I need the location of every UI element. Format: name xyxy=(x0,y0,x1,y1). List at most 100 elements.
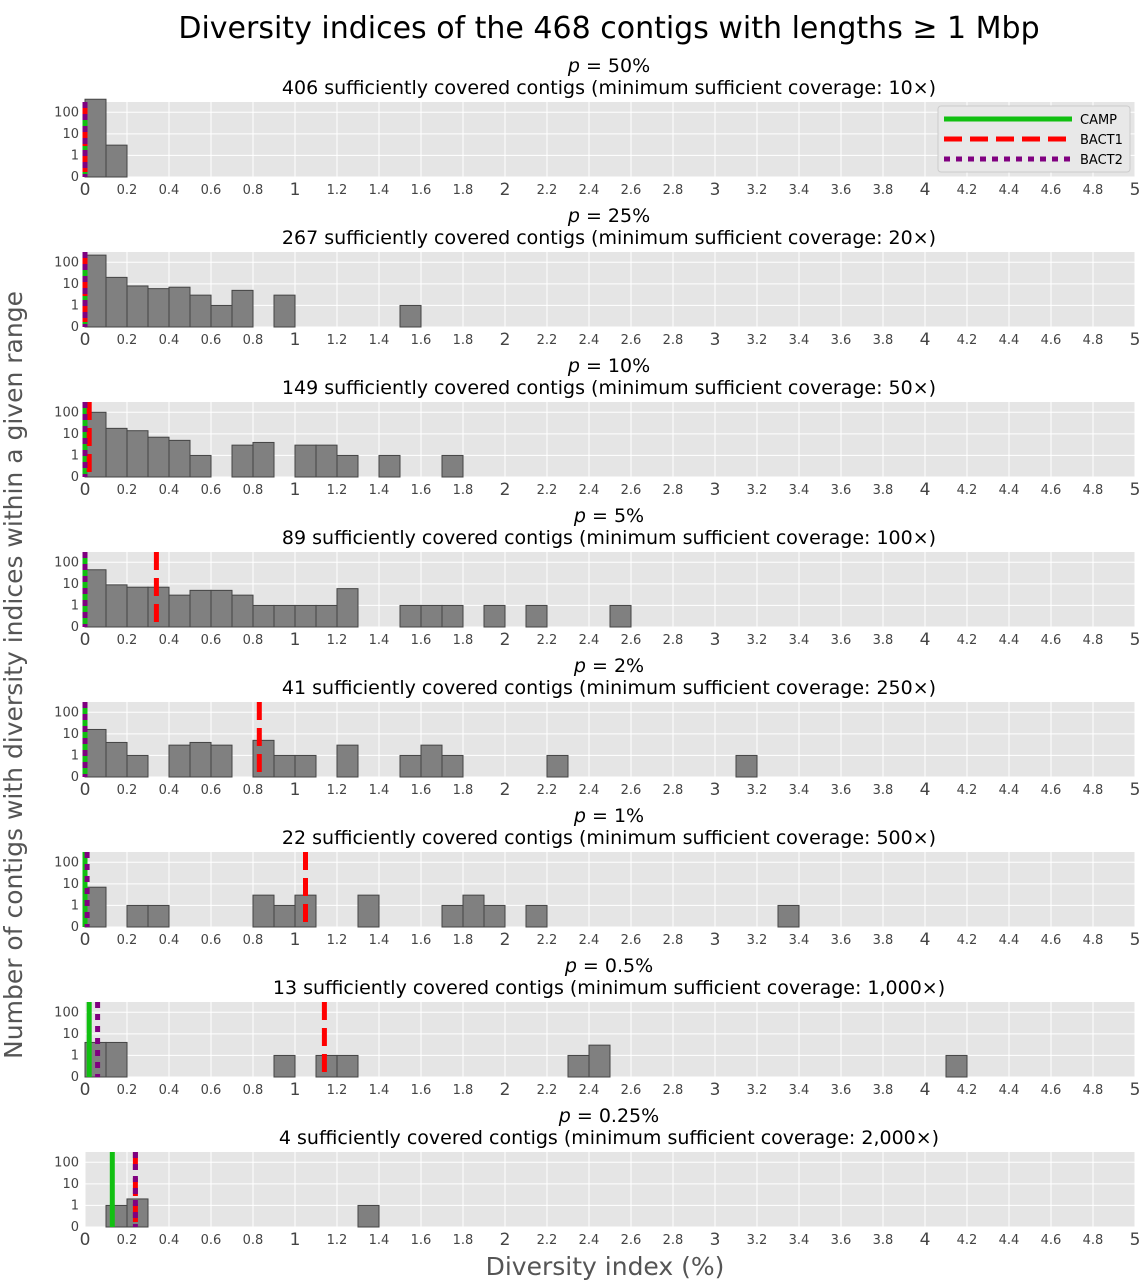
panel-3-xtick-0: 0 xyxy=(80,480,91,500)
panel-2-subtitle: 267 sufficiently covered contigs (minimu… xyxy=(282,227,936,249)
panel-2-p-symbol: p xyxy=(567,205,580,227)
panel-7-xtick-21: 4.2 xyxy=(957,1083,978,1098)
panel-1-xtick-2: 0.4 xyxy=(159,183,180,198)
panel-6-xtick-24: 4.8 xyxy=(1083,933,1104,948)
panel-2-xtick-9: 1.8 xyxy=(453,333,474,348)
panel-4-xtick-2: 0.4 xyxy=(159,633,180,648)
panel-4-xtick-11: 2.2 xyxy=(537,633,558,648)
panel-8-xtick-8: 1.6 xyxy=(411,1233,432,1248)
panel-5-xtick-4: 0.8 xyxy=(243,783,264,798)
panel-6-xtick-18: 3.6 xyxy=(831,933,852,948)
panel-2-xtick-4: 0.8 xyxy=(243,333,264,348)
panel-3-xtick-17: 3.4 xyxy=(789,483,810,498)
panel-3-xtick-7: 1.4 xyxy=(369,483,390,498)
panel-1-subtitle: 406 sufficiently covered contigs (minimu… xyxy=(282,77,936,99)
panel-5-bar-13 xyxy=(546,754,569,778)
panel-3-xtick-16: 3.2 xyxy=(747,483,768,498)
panel-4-bar-13 xyxy=(399,604,422,628)
panel-2-xtick-11: 2.2 xyxy=(537,333,558,348)
panel-5-xtick-9: 1.8 xyxy=(453,783,474,798)
panel-4-ytick-0: 0 xyxy=(71,620,79,635)
panel-7-xtick-5: 1 xyxy=(290,1080,301,1100)
panel-2-xtick-17: 3.4 xyxy=(789,333,810,348)
panel-2-xtick-15: 3 xyxy=(710,330,721,350)
panel-3-xtick-22: 4.4 xyxy=(999,483,1020,498)
panel-2-xtick-14: 2.8 xyxy=(663,333,684,348)
panel-7-xtick-13: 2.6 xyxy=(621,1083,642,1098)
panel-1-xtick-6: 1.2 xyxy=(327,183,348,198)
panel-6-xtick-8: 1.6 xyxy=(411,933,432,948)
panel-8-bar-2 xyxy=(357,1204,380,1228)
panel-6-bar-7 xyxy=(441,904,464,928)
panel-3-xtick-8: 1.6 xyxy=(411,483,432,498)
panel-3-bar-6 xyxy=(231,444,254,478)
panel-8-ytick-0: 0 xyxy=(71,1220,79,1235)
panel-1-xtick-5: 1 xyxy=(290,180,301,200)
panel-8-xtick-1: 0.2 xyxy=(117,1233,138,1248)
panel-4-xtick-14: 2.8 xyxy=(663,633,684,648)
panel-5-xtick-18: 3.6 xyxy=(831,783,852,798)
panel-2-xtick-18: 3.6 xyxy=(831,333,852,348)
panel-4-xtick-3: 0.6 xyxy=(201,633,222,648)
panel-6-xtick-19: 3.8 xyxy=(873,933,894,948)
panel-2-bar-1 xyxy=(105,276,128,328)
panels: p = 50%406 sufficiently covered contigs … xyxy=(54,55,1140,1250)
panel-2-xtick-21: 4.2 xyxy=(957,333,978,348)
panel-7-ytick-3: 100 xyxy=(54,1005,79,1020)
panel-7-bar-5 xyxy=(567,1054,590,1078)
panel-6-xtick-22: 4.4 xyxy=(999,933,1020,948)
panel-5-xtick-17: 3.4 xyxy=(789,783,810,798)
panel-4-p-title: p = 5% xyxy=(573,505,644,527)
legend-label-bact1: BACT1 xyxy=(1080,133,1123,148)
panel-4-bar-2 xyxy=(126,586,149,628)
panel-6-ytick-2: 10 xyxy=(62,877,79,892)
panel-6-xtick-9: 1.8 xyxy=(453,933,474,948)
panel-3-xtick-15: 3 xyxy=(710,480,721,500)
panel-2-p-title: p = 25% xyxy=(567,205,650,227)
panel-6-xtick-3: 0.6 xyxy=(201,933,222,948)
panel-6-xtick-0: 0 xyxy=(80,930,91,950)
panel-5-bar-0 xyxy=(84,728,107,778)
panel-4-xtick-19: 3.8 xyxy=(873,633,894,648)
panel-2-p-value: = 25% xyxy=(580,205,650,227)
panel-5-bar-11 xyxy=(420,744,443,778)
panel-5-ytick-3: 100 xyxy=(54,705,79,720)
panel-3-xtick-11: 2.2 xyxy=(537,483,558,498)
panel-3-bar-4 xyxy=(168,439,191,478)
panel-5-bar-8 xyxy=(294,754,317,778)
panel-8-ytick-1: 1 xyxy=(71,1198,79,1213)
panel-8-xtick-4: 0.8 xyxy=(243,1233,264,1248)
panel-5-xtick-23: 4.6 xyxy=(1041,783,1062,798)
panel-1-bar-1 xyxy=(105,144,128,178)
panel-4-xtick-12: 2.4 xyxy=(579,633,600,648)
panel-4-xtick-9: 1.8 xyxy=(453,633,474,648)
panel-5-xtick-13: 2.6 xyxy=(621,783,642,798)
panel-6-xtick-12: 2.4 xyxy=(579,933,600,948)
panel-5-bar-9 xyxy=(336,744,359,778)
panel-5-xtick-22: 4.4 xyxy=(999,783,1020,798)
panel-6-background xyxy=(85,852,1135,927)
panel-8-xtick-15: 3 xyxy=(710,1230,721,1250)
panel-5-ytick-2: 10 xyxy=(62,727,79,742)
panel-1-xtick-8: 1.6 xyxy=(411,183,432,198)
panel-2-xtick-5: 1 xyxy=(290,330,301,350)
panel-6-xtick-20: 4 xyxy=(920,930,931,950)
panel-8-xtick-16: 3.2 xyxy=(747,1233,768,1248)
panel-7-xtick-20: 4 xyxy=(920,1080,931,1100)
panel-6-xtick-17: 3.4 xyxy=(789,933,810,948)
panel-8-xtick-20: 4 xyxy=(920,1230,931,1250)
panel-3-xtick-20: 4 xyxy=(920,480,931,500)
panel-2-bar-9 xyxy=(399,304,422,328)
panel-5-xtick-7: 1.4 xyxy=(369,783,390,798)
panel-7-xtick-0: 0 xyxy=(80,1080,91,1100)
panel-8-xtick-14: 2.8 xyxy=(663,1233,684,1248)
panel-3-xtick-14: 2.8 xyxy=(663,483,684,498)
panel-3-xtick-4: 0.8 xyxy=(243,483,264,498)
panel-4-xtick-25: 5 xyxy=(1130,630,1140,650)
panel-2-ytick-3: 100 xyxy=(54,255,79,270)
panel-7-xtick-22: 4.4 xyxy=(999,1083,1020,1098)
panel-6-xtick-23: 4.6 xyxy=(1041,933,1062,948)
panel-4-bar-11 xyxy=(315,604,338,628)
panel-7-p-symbol: p xyxy=(564,955,577,977)
